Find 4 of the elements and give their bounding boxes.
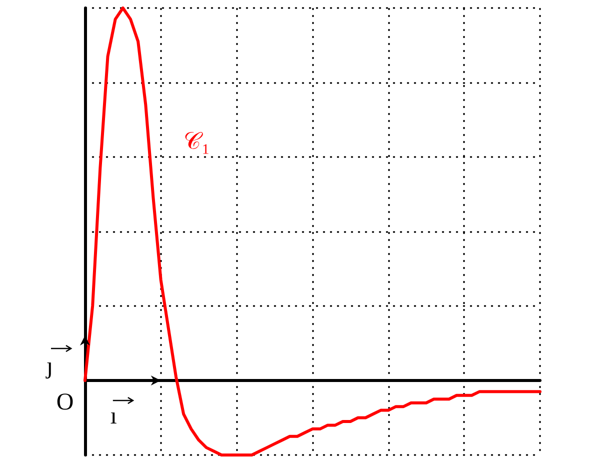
annotation: 𝒞₁ xyxy=(184,129,210,156)
text: O xyxy=(56,390,74,416)
annotation: ı⃗ xyxy=(110,404,136,430)
text: ȷ⃗ xyxy=(45,354,72,380)
